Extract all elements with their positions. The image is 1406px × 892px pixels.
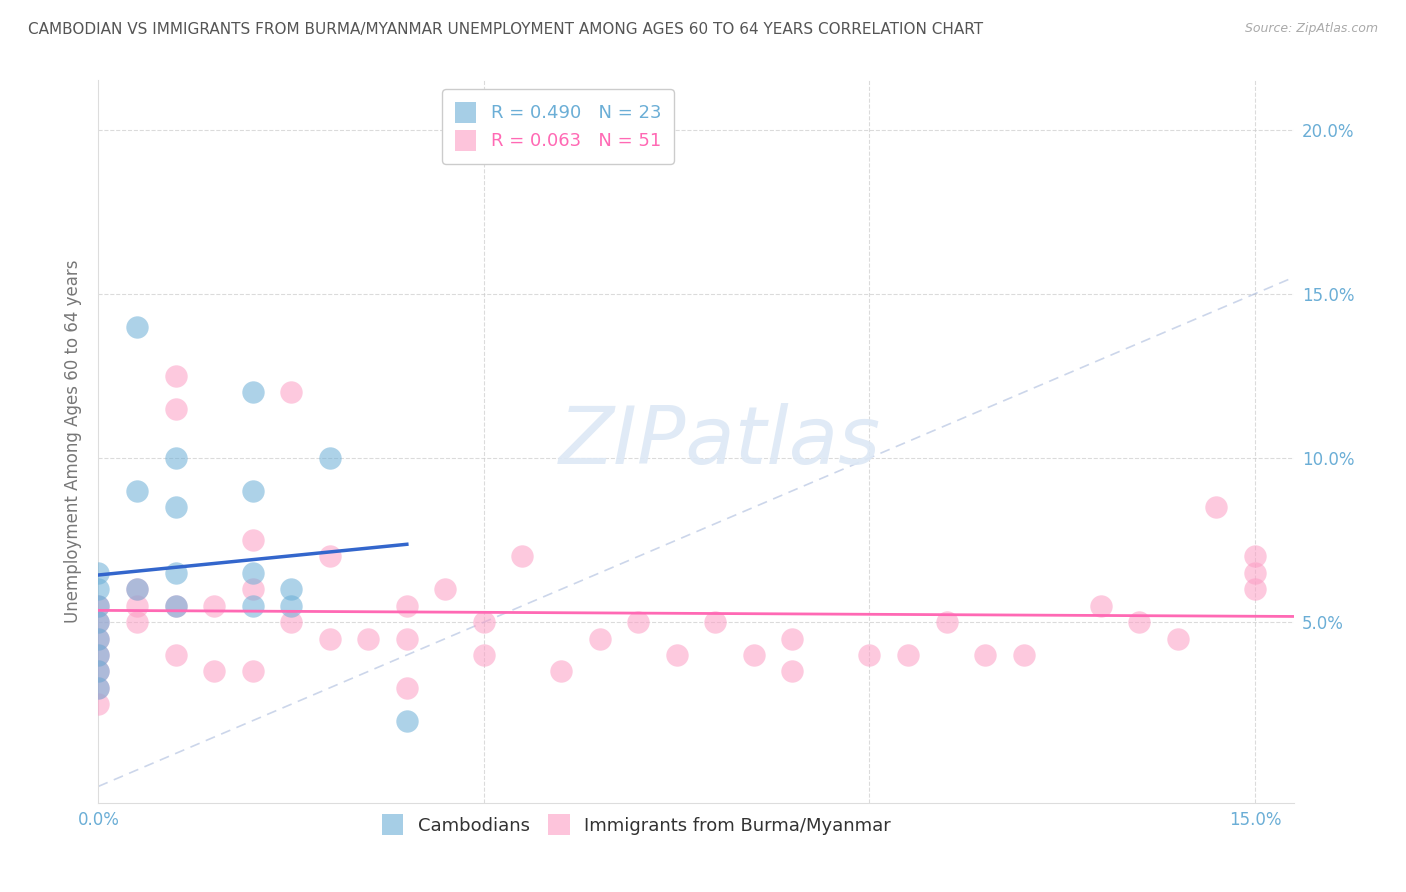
Point bbox=[280, 615, 302, 630]
Point bbox=[665, 648, 688, 662]
Point bbox=[1012, 648, 1035, 662]
Point bbox=[1244, 566, 1267, 580]
Point bbox=[242, 665, 264, 679]
Point bbox=[242, 385, 264, 400]
Point bbox=[242, 533, 264, 547]
Point bbox=[472, 615, 495, 630]
Point bbox=[87, 681, 110, 695]
Point bbox=[165, 368, 187, 383]
Point bbox=[704, 615, 727, 630]
Legend: Cambodians, Immigrants from Burma/Myanmar: Cambodians, Immigrants from Burma/Myanma… bbox=[373, 805, 900, 845]
Point bbox=[125, 319, 148, 334]
Point bbox=[87, 615, 110, 630]
Point bbox=[125, 582, 148, 597]
Point bbox=[87, 632, 110, 646]
Point bbox=[627, 615, 650, 630]
Point bbox=[782, 632, 804, 646]
Point bbox=[395, 681, 418, 695]
Point bbox=[242, 483, 264, 498]
Point bbox=[434, 582, 457, 597]
Point bbox=[280, 385, 302, 400]
Point bbox=[87, 615, 110, 630]
Point bbox=[357, 632, 380, 646]
Point bbox=[1244, 549, 1267, 564]
Point bbox=[897, 648, 920, 662]
Point bbox=[1128, 615, 1150, 630]
Point bbox=[165, 566, 187, 580]
Point bbox=[319, 450, 342, 465]
Point bbox=[242, 566, 264, 580]
Point bbox=[125, 599, 148, 613]
Point bbox=[165, 500, 187, 515]
Point bbox=[242, 582, 264, 597]
Point bbox=[87, 599, 110, 613]
Point bbox=[1244, 582, 1267, 597]
Point bbox=[974, 648, 997, 662]
Point bbox=[165, 599, 187, 613]
Point bbox=[395, 714, 418, 728]
Text: ZIPatlas: ZIPatlas bbox=[558, 402, 882, 481]
Point bbox=[1090, 599, 1112, 613]
Y-axis label: Unemployment Among Ages 60 to 64 years: Unemployment Among Ages 60 to 64 years bbox=[63, 260, 82, 624]
Point bbox=[165, 648, 187, 662]
Point bbox=[87, 599, 110, 613]
Point bbox=[472, 648, 495, 662]
Point bbox=[165, 450, 187, 465]
Point bbox=[319, 632, 342, 646]
Point bbox=[550, 665, 572, 679]
Text: CAMBODIAN VS IMMIGRANTS FROM BURMA/MYANMAR UNEMPLOYMENT AMONG AGES 60 TO 64 YEAR: CAMBODIAN VS IMMIGRANTS FROM BURMA/MYANM… bbox=[28, 22, 983, 37]
Point bbox=[395, 599, 418, 613]
Point bbox=[125, 483, 148, 498]
Point bbox=[87, 632, 110, 646]
Point bbox=[858, 648, 880, 662]
Point bbox=[165, 599, 187, 613]
Point bbox=[165, 401, 187, 416]
Point bbox=[87, 698, 110, 712]
Point bbox=[87, 665, 110, 679]
Point bbox=[202, 665, 225, 679]
Point bbox=[202, 599, 225, 613]
Point bbox=[395, 632, 418, 646]
Point bbox=[87, 566, 110, 580]
Point bbox=[742, 648, 765, 662]
Point bbox=[242, 599, 264, 613]
Point bbox=[1167, 632, 1189, 646]
Point bbox=[319, 549, 342, 564]
Point bbox=[87, 648, 110, 662]
Point bbox=[87, 648, 110, 662]
Point bbox=[125, 615, 148, 630]
Point bbox=[87, 582, 110, 597]
Point bbox=[125, 582, 148, 597]
Point bbox=[588, 632, 610, 646]
Point bbox=[782, 665, 804, 679]
Point bbox=[512, 549, 534, 564]
Point bbox=[280, 582, 302, 597]
Point bbox=[87, 665, 110, 679]
Point bbox=[87, 681, 110, 695]
Point bbox=[280, 599, 302, 613]
Point bbox=[1205, 500, 1227, 515]
Point bbox=[935, 615, 957, 630]
Text: Source: ZipAtlas.com: Source: ZipAtlas.com bbox=[1244, 22, 1378, 36]
